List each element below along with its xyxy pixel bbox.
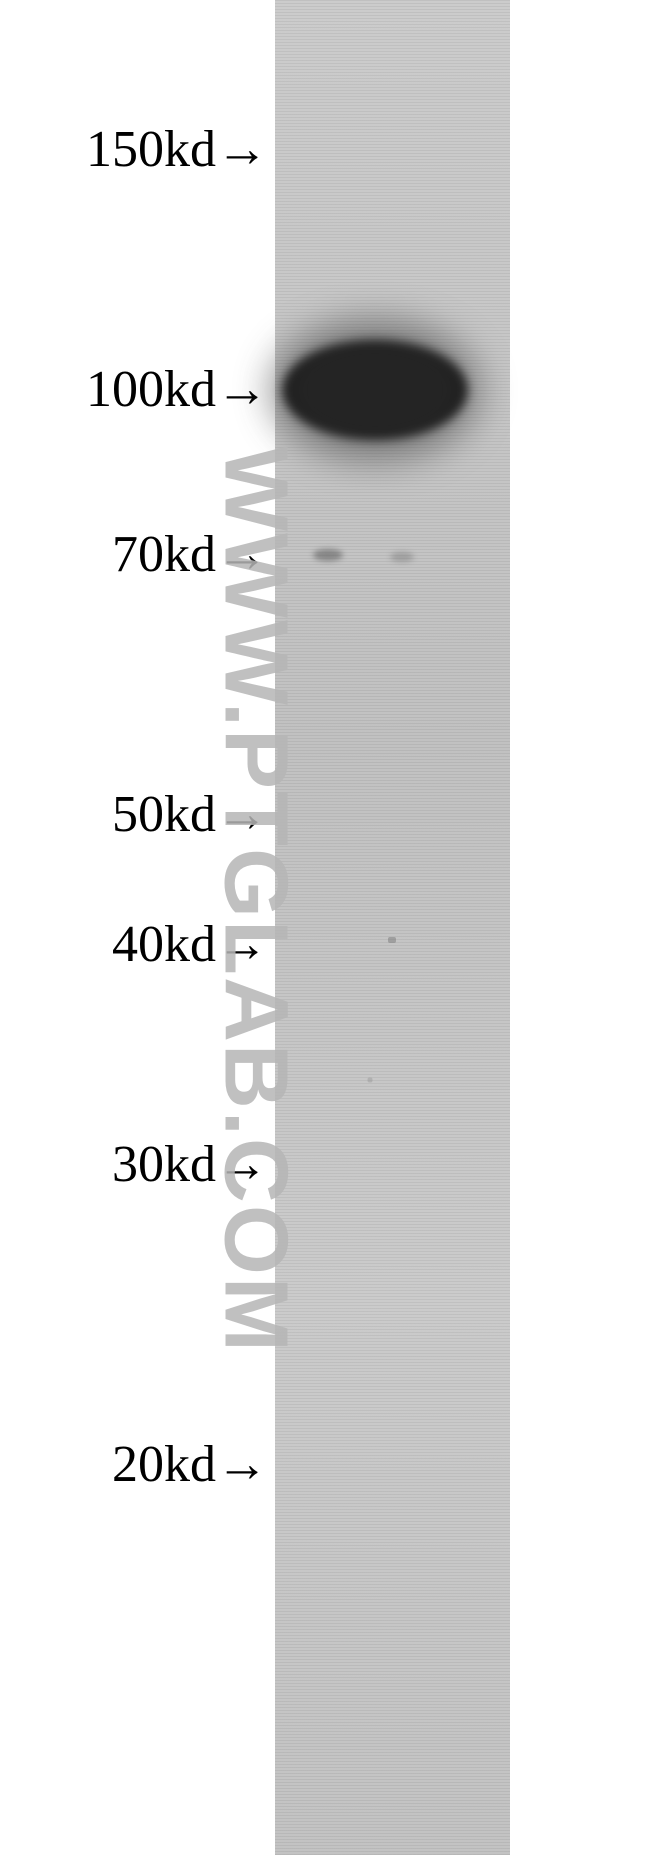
- blot-speck: [368, 1078, 373, 1083]
- blot-band: [390, 552, 414, 562]
- marker-label: 20kd→: [112, 1439, 268, 1491]
- blot-canvas: 150kd→100kd→70kd→50kd→40kd→30kd→20kd→ WW…: [0, 0, 650, 1855]
- blot-band: [270, 320, 480, 460]
- marker-label: 150kd→: [86, 124, 268, 176]
- blot-lane: [275, 0, 510, 1855]
- blot-speck: [388, 937, 396, 943]
- marker-label: 100kd→: [86, 364, 268, 416]
- watermark-text: WWW.PTGLAB.COM: [204, 446, 307, 1354]
- blot-band: [313, 549, 343, 561]
